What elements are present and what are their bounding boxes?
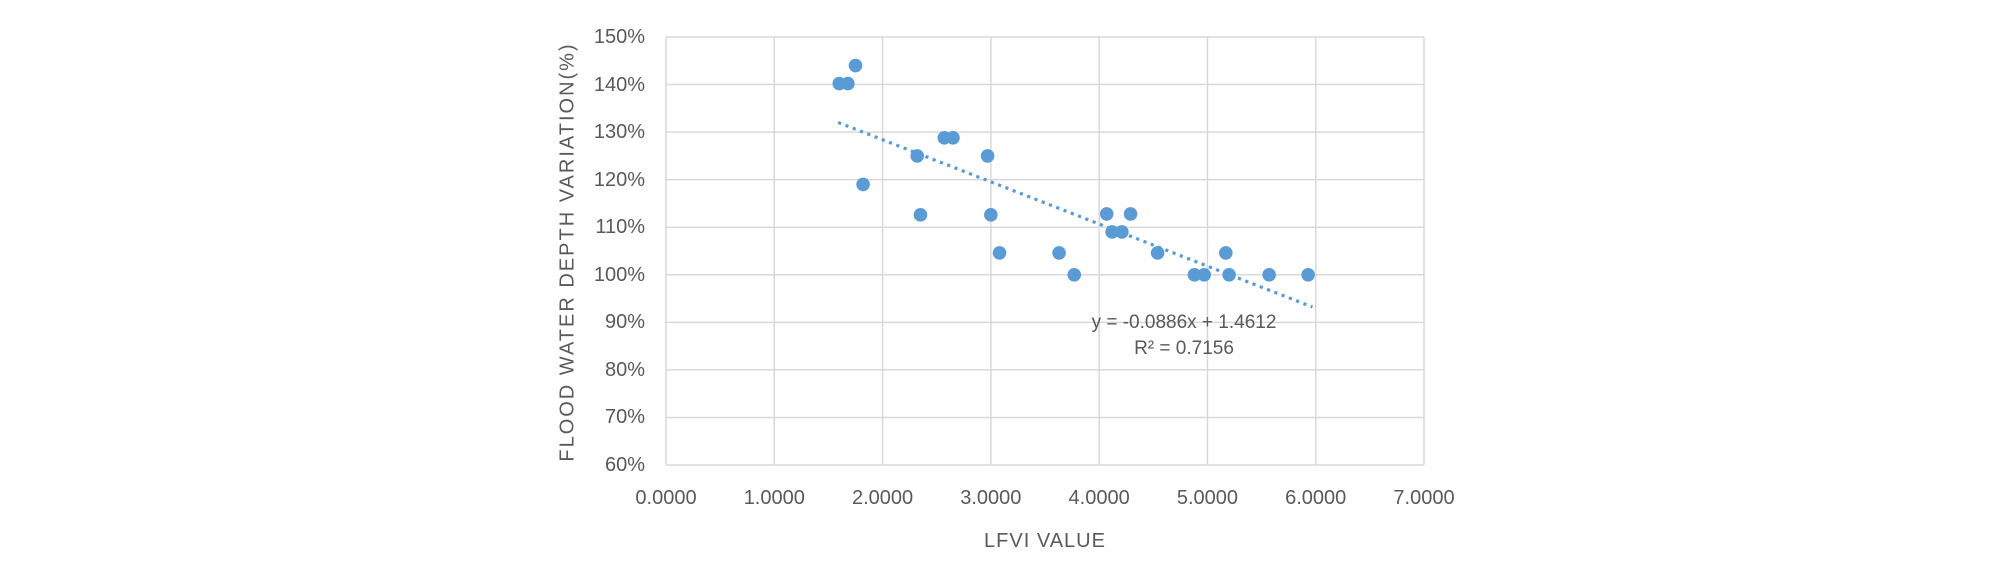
x-axis-title: LFVI VALUE: [984, 530, 1106, 552]
y-tick-label: 140%: [593, 73, 645, 96]
data-point: [1123, 207, 1138, 221]
x-tick-label: 4.0000: [1068, 487, 1130, 509]
data-point: [1052, 246, 1066, 260]
y-axis-title: FLOOD WATER DEPTH VARIATION(%): [556, 42, 579, 462]
data-point: [980, 149, 995, 163]
data-point: [1067, 267, 1082, 282]
data-point: [910, 149, 925, 163]
data-point: [1219, 246, 1233, 260]
data-point: [1105, 225, 1119, 239]
data-points: [832, 58, 1315, 282]
trendline-r-squared: R² = 0.7156: [1134, 338, 1234, 359]
data-point: [841, 76, 855, 91]
y-tick-label: 70%: [604, 406, 645, 429]
y-tick-label: 100%: [593, 263, 645, 286]
data-point: [848, 58, 863, 73]
data-point: [1222, 267, 1236, 282]
x-tick-label: 2.0000: [851, 487, 914, 509]
y-tick-label: 80%: [604, 358, 645, 381]
data-point: [992, 246, 1007, 260]
x-tick-label: 1.0000: [743, 487, 805, 509]
data-point: [1187, 267, 1202, 282]
data-point: [1150, 246, 1165, 260]
data-point: [1262, 267, 1276, 282]
gridlines: [665, 36, 1425, 466]
data-point: [1115, 225, 1129, 239]
trendline-equation: y = -0.0886x + 1.4612: [1091, 312, 1277, 333]
data-point: [1301, 267, 1315, 282]
y-tick-label: 60%: [604, 454, 645, 476]
y-tick-label: 90%: [604, 311, 645, 334]
data-point: [1197, 267, 1211, 282]
data-point: [856, 177, 870, 192]
x-tick-label: 7.0000: [1393, 487, 1455, 509]
y-tick-label: 130%: [593, 121, 645, 144]
x-tick-label: 5.0000: [1176, 487, 1238, 509]
x-tick-label: 6.0000: [1285, 487, 1347, 509]
y-tick-label: 120%: [593, 168, 645, 191]
data-point: [913, 208, 928, 222]
data-point: [946, 131, 960, 145]
x-tick-label: 3.0000: [960, 487, 1022, 509]
y-tick-label: 110%: [595, 216, 645, 239]
data-point: [984, 208, 998, 222]
y-tick-label: 150%: [593, 26, 645, 48]
data-point: [1099, 207, 1114, 221]
x-tick-label: 0.0000: [635, 487, 697, 509]
